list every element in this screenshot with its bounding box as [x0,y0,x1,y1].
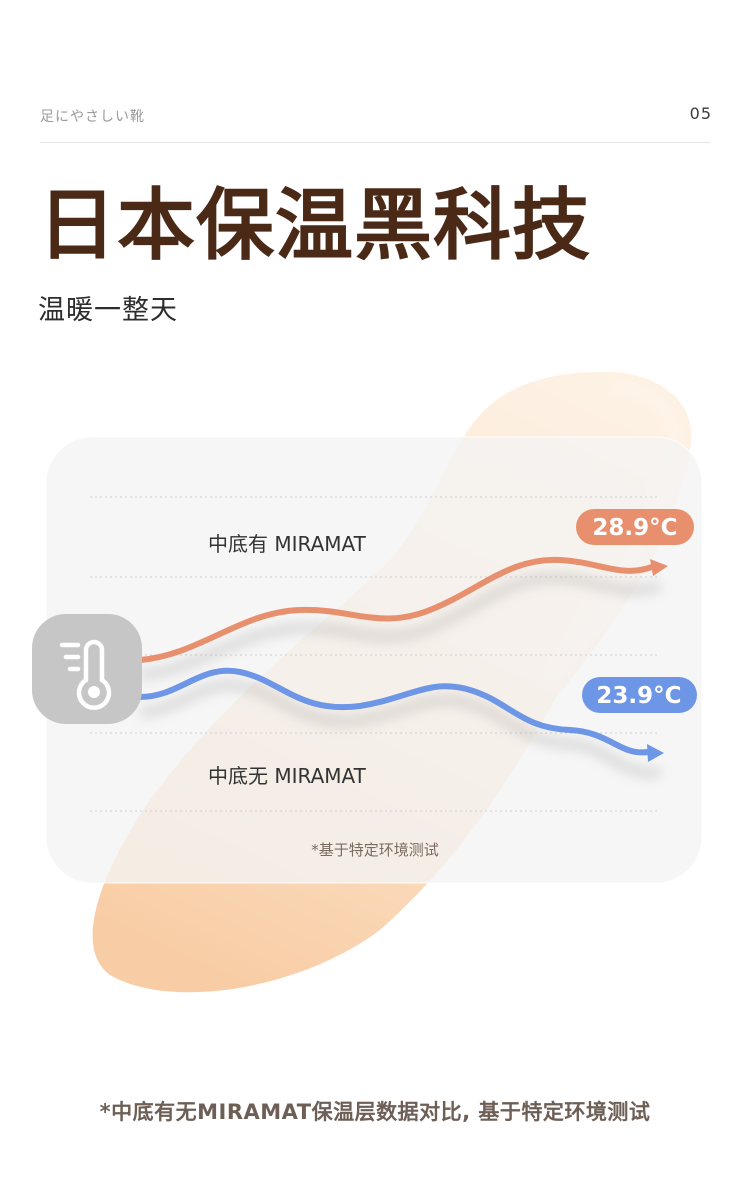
page-subtitle: 温暖一整天 [38,295,178,326]
without-miramat-label: 中底无 MIRAMAT [208,764,367,788]
without-miramat-temp: 23.9°C [596,683,681,709]
page-number: 05 [689,104,712,123]
with-miramat-curve [137,556,655,663]
footer-note: *中底有无MIRAMAT保温层数据对比, 基于特定环境测试 [99,1100,651,1124]
without-miramat-temp-badge: 23.9°C [582,677,697,713]
brand-label: 足にやさしい靴 [40,109,145,125]
without-miramat-arrowhead [647,744,664,762]
thermometer-icon [32,614,142,724]
test-condition-note: *基于特定环境测试 [311,841,439,859]
with-miramat-temp: 28.9°C [592,515,677,541]
page-title: 日本保温黑科技 [38,180,592,271]
with-miramat-arrowhead [650,559,668,576]
with-miramat-label: 中底有 MIRAMAT [208,532,367,556]
with-miramat-temp-badge: 28.9°C [576,509,694,545]
without-miramat-curve [137,667,651,756]
header-divider [40,142,710,143]
